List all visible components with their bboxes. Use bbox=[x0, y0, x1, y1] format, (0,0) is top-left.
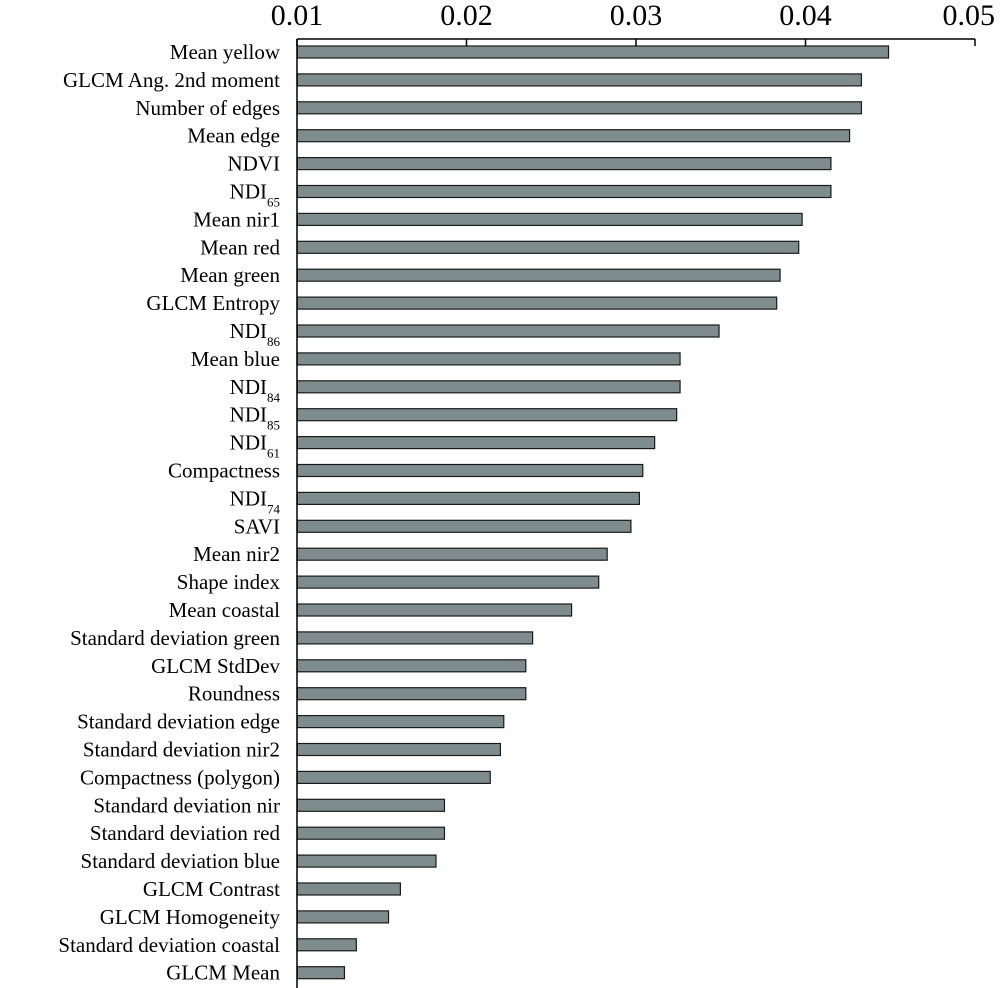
bar bbox=[296, 631, 534, 645]
category-label: NDI85 bbox=[230, 403, 280, 433]
category-label: NDVI bbox=[228, 152, 281, 176]
x-tick-label: 0.01 bbox=[271, 0, 324, 32]
bar bbox=[296, 547, 608, 561]
bar bbox=[296, 184, 832, 199]
x-axis: 0.01 0.02 0.03 0.04 0.05 bbox=[271, 0, 995, 988]
bar bbox=[296, 352, 681, 366]
bar bbox=[296, 742, 501, 757]
category-label: Standard deviation green bbox=[70, 626, 280, 650]
category-label: Standard deviation red bbox=[90, 821, 281, 845]
category-label: Standard deviation nir bbox=[93, 793, 280, 817]
bar bbox=[296, 101, 863, 115]
bar bbox=[296, 408, 678, 422]
bar bbox=[296, 854, 437, 868]
bar bbox=[296, 575, 600, 589]
bar bbox=[296, 882, 401, 896]
bar bbox=[296, 714, 505, 729]
bar bbox=[296, 519, 632, 533]
x-tick-label: 0.05 bbox=[943, 0, 996, 32]
category-label: NDI86 bbox=[230, 319, 281, 349]
category-label: Standard deviation edge bbox=[77, 710, 280, 734]
category-label: GLCM Entropy bbox=[146, 291, 280, 315]
category-label: NDI74 bbox=[230, 486, 281, 516]
bars-group bbox=[296, 45, 890, 980]
category-label: GLCM Ang. 2nd moment bbox=[63, 68, 280, 92]
x-tick-label: 0.04 bbox=[779, 0, 832, 32]
x-tick-label: 0.02 bbox=[440, 0, 493, 32]
category-label: Standard deviation nir2 bbox=[83, 738, 280, 762]
bar bbox=[296, 966, 346, 980]
category-label: Compactness bbox=[168, 459, 280, 483]
bar bbox=[296, 659, 527, 673]
category-label: Number of edges bbox=[135, 96, 280, 120]
bar bbox=[296, 380, 681, 394]
bar bbox=[296, 73, 863, 87]
bar bbox=[296, 436, 656, 450]
bar bbox=[296, 770, 491, 785]
bar bbox=[296, 45, 890, 59]
category-label: Mean green bbox=[180, 263, 280, 287]
category-labels-group: Mean yellow GLCM Ang. 2nd moment Number of… bbox=[58, 40, 280, 985]
category-label: Standard deviation coastal bbox=[58, 933, 280, 957]
category-label: Mean coastal bbox=[169, 598, 281, 622]
category-label: NDI65 bbox=[230, 180, 280, 210]
category-label: Mean nir1 bbox=[193, 207, 280, 231]
category-label: Mean red bbox=[200, 235, 280, 259]
x-tick-label: 0.03 bbox=[610, 0, 663, 32]
category-label: GLCM Mean bbox=[166, 961, 280, 985]
category-label: Mean yellow bbox=[170, 40, 281, 64]
category-label: Mean nir2 bbox=[193, 542, 280, 566]
bar bbox=[296, 324, 720, 338]
category-label: Mean edge bbox=[187, 124, 280, 148]
bar bbox=[296, 157, 832, 171]
category-label: GLCM Contrast bbox=[143, 877, 280, 901]
bar bbox=[296, 463, 644, 478]
bar bbox=[296, 603, 573, 617]
bar bbox=[296, 212, 803, 226]
bar bbox=[296, 129, 851, 143]
bar bbox=[296, 491, 640, 505]
bar bbox=[296, 798, 446, 812]
bar bbox=[296, 268, 781, 282]
category-label: Mean blue bbox=[191, 347, 280, 371]
category-label: Roundness bbox=[188, 682, 280, 706]
category-label: NDI61 bbox=[230, 431, 280, 461]
category-label: GLCM Homogeneity bbox=[100, 905, 281, 929]
bar bbox=[296, 296, 778, 310]
category-label: Standard deviation blue bbox=[81, 849, 280, 873]
bar bbox=[296, 910, 390, 924]
bar bbox=[296, 687, 527, 701]
category-label: NDI84 bbox=[230, 375, 281, 405]
category-label: Shape index bbox=[177, 570, 281, 594]
bar bbox=[296, 938, 357, 952]
bar bbox=[296, 240, 800, 254]
category-label: SAVI bbox=[234, 514, 280, 538]
bar bbox=[296, 826, 446, 840]
category-label: GLCM StdDev bbox=[151, 654, 280, 678]
category-label: Compactness (polygon) bbox=[80, 765, 280, 789]
